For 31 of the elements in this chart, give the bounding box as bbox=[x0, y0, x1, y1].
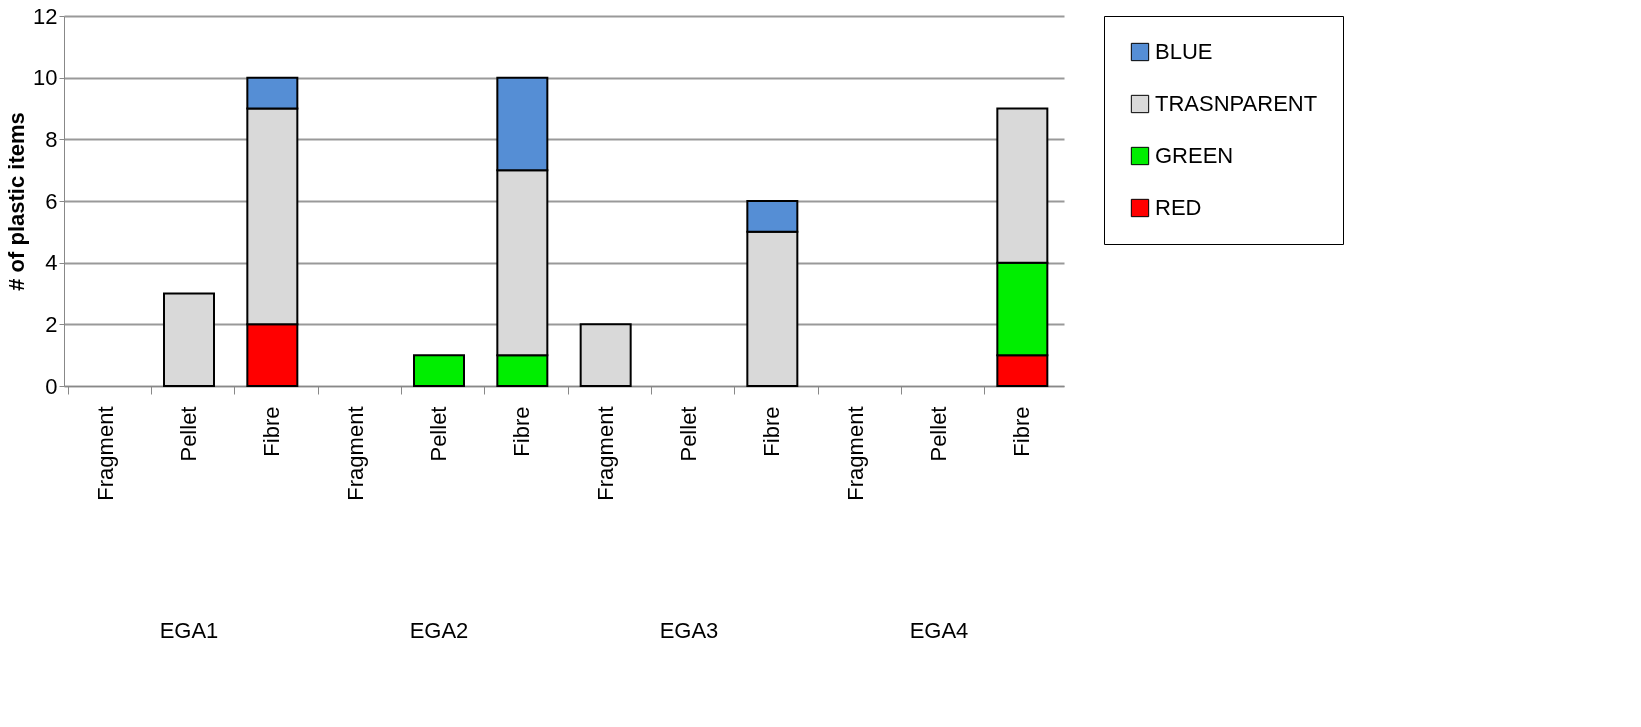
text: EGA3 bbox=[659, 618, 719, 643]
legend-label: TRASNPARENT bbox=[1155, 91, 1318, 116]
x-tick-label: Fragment bbox=[92, 406, 118, 501]
bar bbox=[579, 323, 632, 387]
y-tick-label: 0 bbox=[45, 373, 58, 399]
y-tick-label: 10 bbox=[33, 65, 58, 91]
y-tick-label: 12 bbox=[33, 3, 58, 29]
text: EGA2 bbox=[409, 618, 469, 643]
y-tick-label: 8 bbox=[45, 126, 58, 152]
bar bbox=[413, 354, 465, 387]
x-tick-label: Fibre bbox=[259, 406, 285, 457]
text: EGA4 bbox=[909, 618, 969, 643]
y-tick-label: 6 bbox=[45, 188, 58, 214]
x-tick-label: Fibre bbox=[1009, 406, 1035, 457]
x-tick-label: Pellet bbox=[926, 406, 951, 462]
y-tick-label: 4 bbox=[45, 250, 58, 276]
y-tick-label: 2 bbox=[45, 311, 58, 337]
x-tick-label: Fibre bbox=[509, 406, 535, 457]
y-axis-title: # of plastic items bbox=[4, 112, 30, 291]
x-tick-label: Fragment bbox=[342, 406, 368, 501]
x-tick-label: Fibre bbox=[759, 406, 785, 457]
bar bbox=[163, 292, 215, 387]
legend-label: RED bbox=[1155, 195, 1202, 220]
x-tick-label: Pellet bbox=[176, 406, 201, 462]
x-tick-label: Pellet bbox=[426, 406, 451, 462]
legend-label: BLUE bbox=[1155, 39, 1213, 64]
legend-label: GREEN bbox=[1155, 143, 1234, 168]
x-tick-label: Fragment bbox=[842, 406, 868, 501]
x-tick-label: Fragment bbox=[592, 406, 618, 501]
text: EGA1 bbox=[159, 618, 219, 643]
x-tick-label: Pellet bbox=[676, 406, 701, 462]
